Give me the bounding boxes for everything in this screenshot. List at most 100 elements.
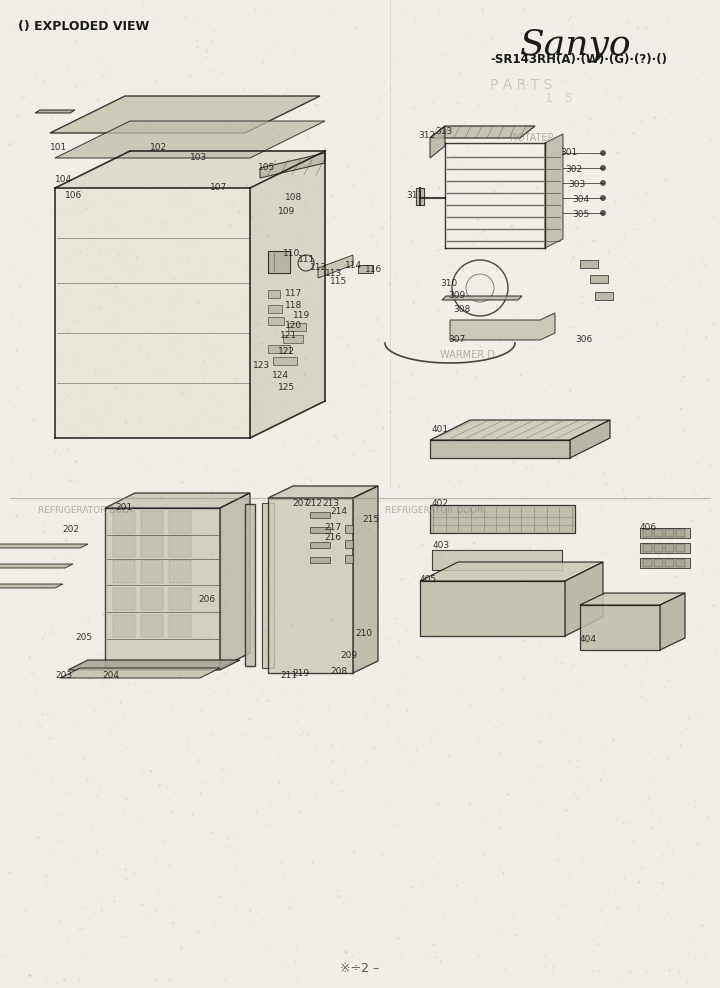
Bar [665, 529, 674, 537]
Bar [595, 292, 613, 300]
Polygon shape [430, 505, 575, 533]
Text: 103: 103 [190, 153, 207, 162]
Bar [643, 559, 652, 567]
Text: 303: 303 [568, 181, 585, 190]
Text: 105: 105 [258, 163, 275, 173]
Text: 122: 122 [278, 347, 295, 356]
Bar [654, 544, 663, 552]
Text: 311: 311 [406, 192, 423, 201]
Text: 205: 205 [75, 633, 92, 642]
Text: 119: 119 [293, 310, 310, 319]
Bar [665, 559, 674, 567]
Bar [273, 357, 297, 365]
Text: () EXPLODED VIEW: () EXPLODED VIEW [18, 20, 149, 33]
Polygon shape [318, 255, 353, 278]
Polygon shape [570, 420, 610, 458]
Bar [283, 335, 303, 343]
Text: Sanyo: Sanyo [520, 28, 631, 62]
Text: 310: 310 [440, 279, 457, 288]
Polygon shape [660, 593, 685, 650]
Text: 215: 215 [362, 516, 379, 525]
Text: REFRIGERATOR BODY: REFRIGERATOR BODY [38, 506, 134, 515]
Polygon shape [420, 581, 565, 636]
Bar [141, 535, 163, 557]
Bar [268, 345, 290, 353]
Text: 101: 101 [50, 143, 67, 152]
Text: 405: 405 [420, 575, 437, 585]
Bar [113, 511, 135, 534]
Polygon shape [353, 486, 378, 673]
Bar [169, 615, 191, 637]
Polygon shape [420, 562, 603, 581]
Text: 201: 201 [115, 504, 132, 513]
Polygon shape [250, 151, 325, 438]
Circle shape [600, 210, 606, 216]
Bar [141, 615, 163, 637]
Polygon shape [565, 562, 603, 636]
Text: 403: 403 [433, 540, 450, 549]
Circle shape [600, 150, 606, 156]
Text: 308: 308 [453, 305, 470, 314]
Bar [113, 615, 135, 637]
Text: 203: 203 [55, 672, 72, 681]
Text: 306: 306 [575, 336, 593, 345]
Text: 307: 307 [448, 336, 465, 345]
Bar [141, 560, 163, 583]
Bar [640, 528, 690, 538]
Polygon shape [430, 420, 610, 440]
Text: ※÷2 –: ※÷2 – [341, 961, 379, 974]
Text: 207: 207 [292, 500, 309, 509]
Polygon shape [268, 498, 353, 673]
Bar [640, 543, 690, 553]
Text: 214: 214 [330, 508, 347, 517]
Bar [665, 544, 674, 552]
Bar [169, 511, 191, 534]
Polygon shape [580, 605, 660, 650]
Text: 124: 124 [272, 371, 289, 380]
Bar [654, 529, 663, 537]
Bar [310, 557, 330, 563]
Text: 125: 125 [278, 383, 295, 392]
Bar [310, 512, 330, 518]
Text: 118: 118 [285, 301, 302, 310]
Text: 104: 104 [55, 176, 72, 185]
Polygon shape [450, 313, 555, 340]
Text: 121: 121 [280, 332, 297, 341]
Text: 404: 404 [580, 635, 597, 644]
Text: 312: 312 [418, 131, 435, 140]
Text: 309: 309 [448, 291, 465, 300]
Text: 120: 120 [285, 320, 302, 330]
Text: 210: 210 [355, 628, 372, 637]
Polygon shape [430, 126, 535, 138]
Bar [169, 535, 191, 557]
Bar [640, 558, 690, 568]
Text: 204: 204 [102, 672, 119, 681]
Bar [345, 525, 353, 533]
Bar [310, 527, 330, 533]
Text: 217: 217 [324, 524, 341, 533]
Bar [676, 529, 685, 537]
Text: 401: 401 [432, 426, 449, 435]
Text: 216: 216 [324, 534, 341, 542]
Text: 213: 213 [322, 500, 339, 509]
Text: 117: 117 [285, 288, 302, 297]
Text: 302: 302 [565, 166, 582, 175]
Polygon shape [268, 486, 378, 498]
Text: 113: 113 [325, 270, 342, 279]
Text: P A R T S: P A R T S [490, 78, 552, 92]
Text: 116: 116 [365, 266, 382, 275]
Circle shape [600, 195, 606, 201]
Text: 305: 305 [572, 210, 589, 219]
Text: 202: 202 [62, 526, 79, 535]
Text: WARMER D: WARMER D [440, 350, 495, 360]
Bar [676, 559, 685, 567]
Polygon shape [0, 584, 63, 588]
Circle shape [600, 165, 606, 171]
Text: 106: 106 [65, 192, 82, 201]
Bar [310, 542, 330, 548]
Polygon shape [432, 550, 562, 570]
Bar [141, 511, 163, 534]
Text: 110: 110 [283, 249, 300, 258]
Bar [288, 323, 306, 331]
Polygon shape [50, 96, 320, 133]
